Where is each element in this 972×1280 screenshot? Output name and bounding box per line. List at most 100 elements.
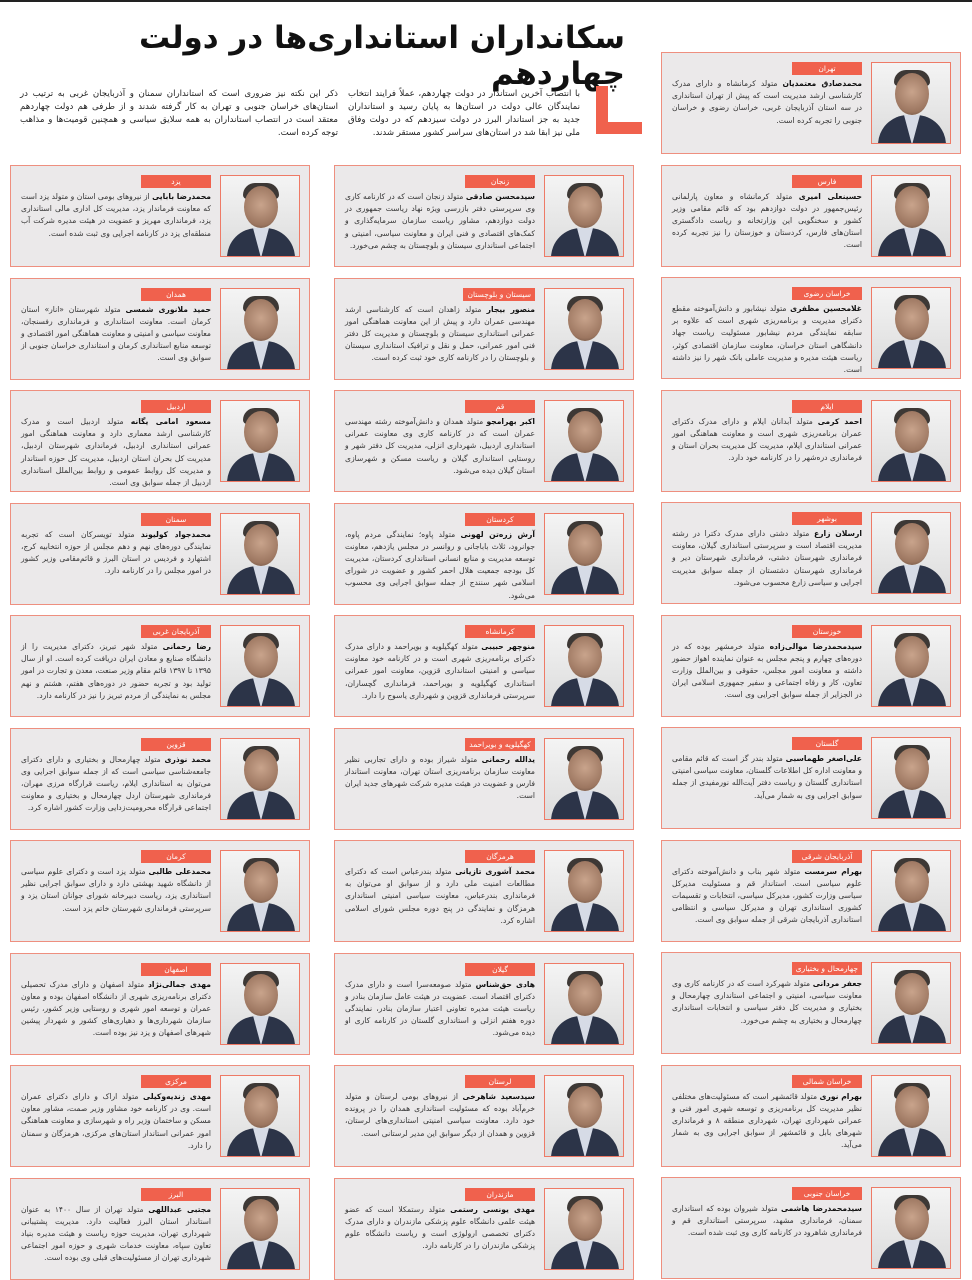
province-tag: آذربایجان غربی <box>141 625 211 638</box>
governor-name: مهدی یونسی رستمی <box>450 1204 536 1214</box>
intro-paragraph: ذکر این نکته نیز ضروری است که استانداران… <box>20 89 338 138</box>
governor-name: منوچهر حبیبی <box>481 642 536 651</box>
governor-card: هرمزگان محمد آشوری تازیانی متولد بندرعباس… <box>334 840 634 942</box>
governor-card: سیستان و بلوچستان منصور بیجار متولد زاهدا… <box>334 277 634 380</box>
portrait-photo <box>871 287 951 369</box>
governor-card: گیلان هادی حق‌شناس متولد صومعه‌سرا است و … <box>334 952 634 1055</box>
governor-name: محمدجواد کولیوند <box>140 529 211 539</box>
governor-bio: جعفر مردانی متولد شهرکرد است که در کارنا… <box>672 978 862 1027</box>
portrait-photo <box>544 1187 624 1270</box>
governor-card: کرمانشاه منوچهر حبیبی متولد کهگیلویه و بو… <box>334 615 634 717</box>
province-tag: گلستان <box>792 737 862 750</box>
governor-bio-text: متولد زاهدان است که کارشناسی ارشد مهندسی… <box>345 304 535 363</box>
province-tag: البرز <box>141 1187 211 1201</box>
province-tag: آذربایجان شرقی <box>792 849 862 863</box>
portrait-photo <box>220 962 300 1045</box>
portrait-photo <box>220 1075 300 1157</box>
governor-card: مرکزی مهدی زندیه‌وکیلی متولد اراک و دارای… <box>10 1065 310 1167</box>
governor-bio-text: متولد شهر تبریز، دکترای مدیریت را از دان… <box>21 642 211 700</box>
governor-name: مهدی جمالی‌نژاد <box>147 979 212 989</box>
governor-name: آرش زره‌تن لهونی <box>460 529 535 539</box>
province-tag: یزد <box>141 175 211 188</box>
portrait-photo <box>544 512 624 595</box>
governor-bio: محمدعلی طالبی متولد یزد است و دکترای علو… <box>21 866 211 915</box>
province-tag: خوزستان <box>792 624 862 638</box>
governor-bio-text: متولد شهر بناب و دانش‌آموخته دکترای علوم… <box>672 866 862 925</box>
province-tag: لرستان <box>465 1075 535 1088</box>
governor-bio: بهرام سرمست متولد شهر بناب و دانش‌آموخته… <box>672 866 862 927</box>
governor-card: فارس حسینعلی امیری متولد کرمانشاه و معاون… <box>661 164 961 267</box>
portrait-photo <box>220 737 300 820</box>
governor-bio-text: متولد دشتی دارای مدرک دکترا در رشته مدیر… <box>672 529 862 587</box>
governor-bio: محمدصادق معتمدیان متولد کرمانشاه و دارای… <box>672 78 862 127</box>
governor-bio: منوچهر حبیبی متولد کهگیلویه و بویراحمد و… <box>345 641 535 702</box>
province-tag: خراسان شمالی <box>792 1074 862 1088</box>
governor-name: علی‌اصغر طهماسبی <box>785 754 862 763</box>
governor-name: غلامحسین مظفری <box>790 304 862 313</box>
governor-bio-text: متولد شهرستان «انار» استان کرمان است. مع… <box>21 304 211 363</box>
governor-bio-text: متولد پاوه؛ نمایندگی مردم پاوه، جوانرود،… <box>345 529 535 600</box>
governor-name: ارسلان زارع <box>813 529 862 538</box>
portrait-photo <box>544 962 624 1045</box>
portrait-photo <box>871 1187 951 1269</box>
governor-card: لرستان سیدسعید شاهرخی از نیروهای بومی لرس… <box>334 1065 634 1167</box>
governor-card: خراسان جنوبی سیدمحمدرضا هاشمی متولد شیروا… <box>661 1177 961 1279</box>
governor-name: یدالله رحمانی <box>481 754 535 764</box>
governor-card: مازندران مهدی یونسی رستمی متولد رستمکلا ا… <box>334 1177 634 1280</box>
governor-bio-text: متولد کرمانشاه و معاون پارلمانی رئیس‌جمه… <box>672 191 862 250</box>
province-tag: اصفهان <box>141 962 211 976</box>
governor-name: هادی حق‌شناس <box>475 979 536 989</box>
portrait-photo <box>220 625 300 707</box>
top-rule <box>0 0 972 2</box>
governor-bio-text: متولد بندر گز است که قائم مقامی و معاونت… <box>672 754 862 800</box>
portrait-photo <box>871 737 951 819</box>
governor-bio-text: از نیروهای بومی لرستان و متولد خرم‌آباد … <box>345 1092 535 1138</box>
portrait-photo <box>544 850 624 932</box>
governor-bio-text: متولد آبدانان ایلام و دارای مدرک دکترای … <box>672 416 862 463</box>
governor-name: محمد آشوری تازیانی <box>455 867 535 876</box>
governor-bio: سیدمحمدرضا موالی‌زاده متولد خرمشهر بوده … <box>672 641 862 702</box>
governor-bio: حسینعلی امیری متولد کرمانشاه و معاون پار… <box>672 191 862 252</box>
portrait-photo <box>220 1187 300 1270</box>
governor-bio-text: متولد صومعه‌سرا است و دارای مدرک دکترای … <box>345 979 535 1038</box>
governor-bio: منصور بیجار متولد زاهدان است که کارشناسی… <box>345 304 535 365</box>
province-tag: زنجان <box>465 175 535 188</box>
governor-name: رضا رحمانی <box>162 642 211 651</box>
governor-name: اکبر بهرامجو <box>486 417 536 426</box>
province-tag: تهران <box>792 62 862 75</box>
governor-name: مجتبی عبداللهی <box>148 1204 211 1214</box>
portrait-photo <box>220 287 300 370</box>
intro-paragraph: با انتصاب آخرین استاندار در دولت چهاردهم… <box>348 89 580 138</box>
governor-card: خراسان شمالی بهرام نوری متولد قائمشهر است… <box>661 1064 961 1167</box>
portrait-photo <box>871 512 951 594</box>
governor-bio-text: متولد بندرعباس است که دکترای مطالعات امن… <box>345 867 535 925</box>
province-tag: مازندران <box>465 1187 535 1201</box>
governor-card: زنجان سیدمحسن صادقی متولد زنجان است که در… <box>334 165 634 267</box>
governor-name: بهرام سرمست <box>804 866 863 876</box>
province-tag: مرکزی <box>141 1075 211 1088</box>
governor-bio: هادی حق‌شناس متولد صومعه‌سرا است و دارای… <box>345 979 535 1040</box>
portrait-photo <box>544 1075 624 1157</box>
governor-bio: سیدمحسن صادقی متولد زنجان است که در کارن… <box>345 191 535 252</box>
province-tag: سیستان و بلوچستان <box>463 287 535 301</box>
governor-bio-text: متولد تویسرکان است که تجربه نمایندگی دور… <box>21 529 211 576</box>
governor-bio-text: متولد یزد است و دکترای علوم سیاسی از دان… <box>21 867 211 913</box>
governor-card: ایلام احمد کرمی متولد آبدانان ایلام و دار… <box>661 389 961 492</box>
province-tag: اردبیل <box>141 400 211 413</box>
governor-name: سیدمحمدرضا هاشمی <box>781 1204 862 1213</box>
governor-bio: محمد نوذری متولد چهارمحال و بختیاری و دا… <box>21 754 211 815</box>
governor-card: کردستان آرش زره‌تن لهونی متولد پاوه؛ نمای… <box>334 502 634 605</box>
governor-card: اردبیل مسعود امامی یگانه متولد اردبیل است… <box>10 390 310 492</box>
portrait-photo <box>220 850 300 932</box>
province-tag: قزوین <box>141 737 211 751</box>
governor-bio-text: متولد همدان و دانش‌آموخته رشته مهندسی عم… <box>345 417 535 475</box>
page-headline: سکانداران استانداری‌ها در دولت چهاردهم <box>139 20 625 92</box>
governor-name: مهدی زندیه‌وکیلی <box>143 1092 211 1101</box>
governor-bio-text: متولد شیراز بوده و دارای تجاربی نظیر معا… <box>345 754 535 801</box>
portrait-photo <box>871 962 951 1044</box>
governor-bio: سیدسعید شاهرخی از نیروهای بومی لرستان و … <box>345 1091 535 1140</box>
governor-name: احمد کرمی <box>817 416 862 426</box>
governor-bio-text: متولد قائمشهر است که مسئولیت‌های مختلفی … <box>672 1091 862 1150</box>
governor-bio-text: متولد چهارمحال و بختیاری و دارای دکترای … <box>21 754 211 813</box>
portrait-photo <box>871 624 951 707</box>
